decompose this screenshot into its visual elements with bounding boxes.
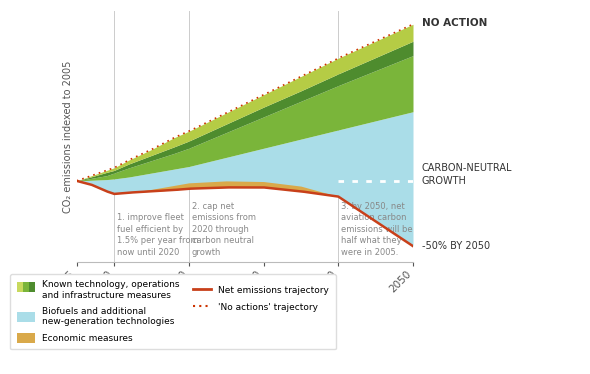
Text: NO ACTION: NO ACTION	[422, 18, 487, 28]
Text: 2. cap net
emissions from
2020 through
carbon neutral
growth: 2. cap net emissions from 2020 through c…	[192, 202, 256, 257]
Legend: Known technology, operations
and infrastructure measures, Biofuels and additiona: Known technology, operations and infrast…	[11, 274, 336, 349]
Text: 1. improve fleet
fuel efficient by
1.5% per year from
now until 2020: 1. improve fleet fuel efficient by 1.5% …	[117, 213, 199, 257]
Y-axis label: CO₂ emissions indexed to 2005: CO₂ emissions indexed to 2005	[63, 60, 73, 213]
Text: 3. by 2050, net
aviation carbon
emissions will be
half what they
were in 2005.: 3. by 2050, net aviation carbon emission…	[341, 202, 413, 257]
Text: -50% BY 2050: -50% BY 2050	[422, 241, 490, 251]
Text: CARBON-NEUTRAL
GROWTH: CARBON-NEUTRAL GROWTH	[422, 163, 512, 186]
